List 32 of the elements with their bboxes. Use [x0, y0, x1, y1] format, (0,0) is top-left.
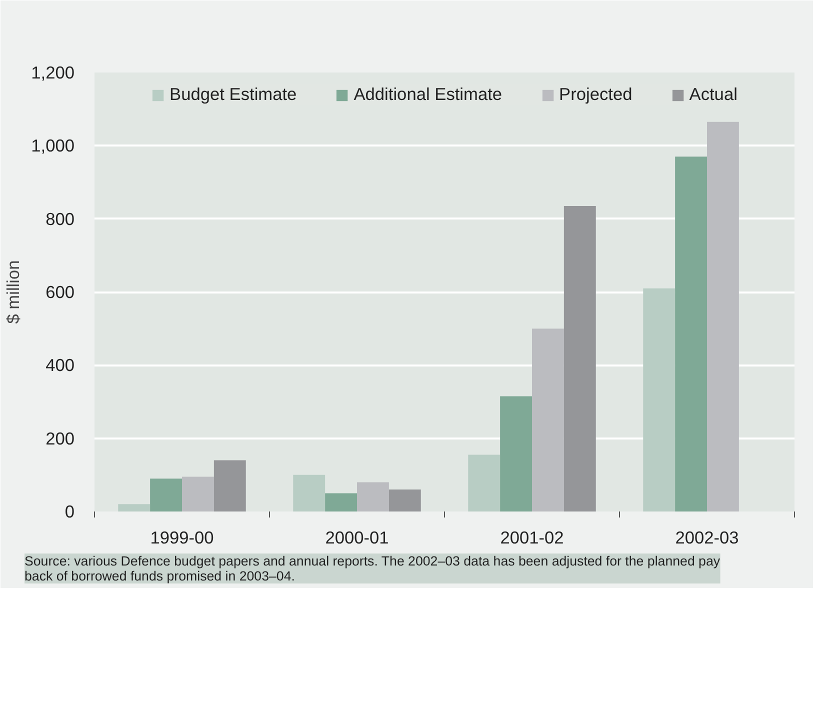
bar: [707, 122, 739, 512]
legend-label: Additional Estimate: [354, 84, 502, 105]
y-tick-label: 1,000: [31, 136, 75, 156]
y-tick-label: 600: [46, 282, 75, 302]
y-tick-label: 800: [46, 208, 75, 229]
y-tick-label: 0: [64, 502, 75, 522]
bar: [150, 478, 182, 512]
bar: [293, 474, 326, 512]
x-tick-label: 2002-03: [675, 528, 739, 548]
bar: [182, 476, 214, 512]
source-note: Source: various Defence budget papers and annual reports. The 2002–03 data has been adjusted for the planned pay back of borrowed funds promised in 2003–04.: [24, 554, 720, 584]
bar: [564, 206, 596, 512]
bar: [388, 490, 421, 512]
y-tick-label: 200: [46, 428, 75, 448]
y-tick-label: 1,200: [31, 62, 75, 82]
x-tick-label: 2000-01: [325, 528, 389, 548]
bar: [357, 482, 389, 512]
bar: [675, 156, 707, 512]
legend-label: Actual: [689, 84, 738, 105]
bar: [643, 288, 676, 512]
bar: [468, 454, 500, 512]
bar: [500, 396, 532, 512]
x-tick-label: 2001-02: [500, 528, 564, 548]
bar: [118, 504, 150, 512]
y-axis-title: $ million: [3, 260, 24, 324]
bar: [325, 493, 357, 512]
bar: [532, 328, 564, 512]
bar: [214, 460, 246, 512]
x-tick-label: 1999-00: [150, 528, 214, 548]
y-tick-label: 400: [46, 355, 75, 376]
legend-label: Budget Estimate: [170, 84, 297, 105]
legend-label: Projected: [559, 84, 632, 105]
